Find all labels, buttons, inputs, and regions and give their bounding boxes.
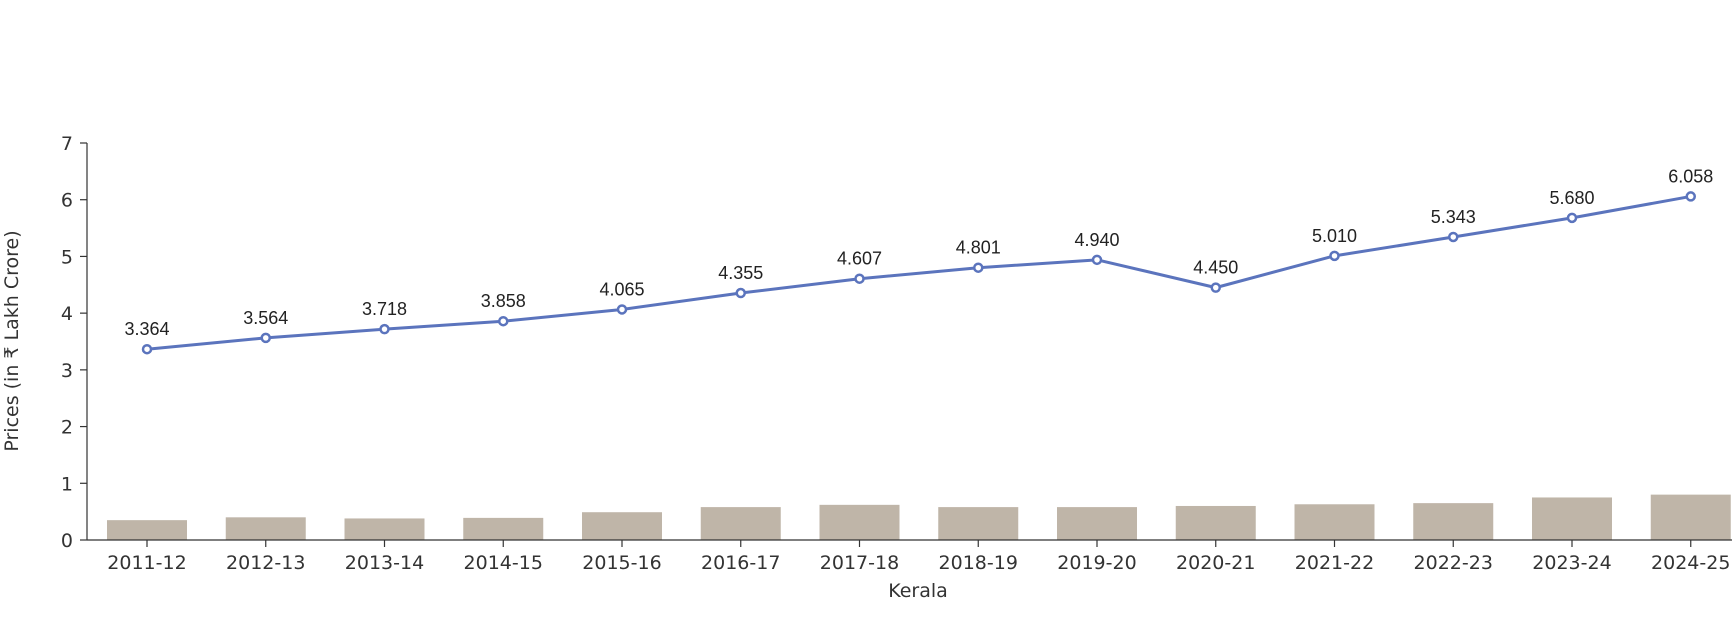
bar-2017-18 (819, 504, 900, 540)
y-tick-label: 6 (61, 190, 73, 212)
y-axis-title: Prices (in ₹ Lakh Crore) (1, 230, 23, 451)
bars-layer (107, 494, 1731, 540)
data-label-2013-14: 3.718 (362, 299, 407, 319)
bar-2019-20 (1057, 507, 1137, 540)
point-2022-23 (1448, 231, 1459, 243)
bar-2012-13 (225, 517, 306, 540)
bar-2013-14 (344, 518, 425, 540)
data-label-2017-18: 4.607 (837, 249, 882, 269)
bar-2011-12 (107, 520, 187, 540)
point-2020-21 (1210, 282, 1221, 293)
points-layer (141, 191, 1696, 355)
data-label-2016-17: 4.355 (718, 263, 763, 283)
x-tick-label: 2022-23 (1414, 552, 1493, 574)
data-label-2024-25: 6.058 (1668, 166, 1713, 186)
bar-2016-17 (700, 507, 781, 540)
line-layer (146, 194, 1692, 351)
point-2014-15 (498, 315, 509, 327)
point-2012-13 (260, 332, 271, 344)
y-tick-label: 2 (61, 417, 73, 439)
bar-2022-23 (1413, 503, 1494, 540)
x-tick-label: 2018-19 (939, 552, 1018, 574)
x-tick-label: 2021-22 (1295, 552, 1374, 574)
data-label-2019-20: 4.940 (1074, 230, 1119, 250)
data-label-2015-16: 4.065 (599, 279, 644, 299)
data-label-2023-24: 5.680 (1549, 188, 1594, 208)
point-2015-16 (616, 304, 628, 315)
bar-2024-25 (1650, 494, 1731, 540)
x-tick-label: 2017-18 (820, 552, 899, 574)
bar-2023-24 (1532, 497, 1612, 540)
y-tick-label: 7 (61, 133, 73, 155)
data-labels-layer: 3.364 3.564 3.718 3.858 4.065 4.355 4.607 4.801… (124, 166, 1713, 339)
x-tick-label: 2015-16 (582, 552, 661, 574)
x-tick-label: 2014-15 (464, 552, 543, 574)
data-label-2018-19: 4.801 (956, 238, 1001, 258)
point-2024-25 (1685, 191, 1696, 202)
data-label-2011-12: 3.364 (124, 319, 169, 339)
x-tick-label: 2016-17 (701, 552, 780, 574)
point-2013-14 (379, 323, 390, 335)
y-ticks: 0 1 2 3 4 5 6 7 (61, 133, 87, 552)
y-tick-label: 3 (61, 360, 73, 382)
x-tick-label: 2011-12 (107, 552, 186, 574)
bar-2014-15 (463, 517, 544, 540)
x-tick-label: 2024-25 (1651, 552, 1730, 574)
y-tick-label: 4 (61, 303, 73, 325)
series-line (146, 194, 1692, 351)
point-2018-19 (973, 262, 984, 273)
axes-layer (86, 143, 1732, 541)
x-tick-label: 2013-14 (345, 552, 424, 574)
bar-2018-19 (938, 507, 1019, 540)
x-tick-label: 2020-21 (1176, 552, 1255, 574)
point-2021-22 (1329, 250, 1340, 262)
point-2011-12 (141, 343, 153, 355)
x-ticks: 2011-12 2012-13 2013-14 2014-15 2015-16 2016-… (107, 540, 1730, 574)
x-tick-label: 2012-13 (226, 552, 305, 574)
bar-2015-16 (582, 512, 662, 540)
data-label-2021-22: 5.010 (1312, 226, 1357, 246)
data-label-2022-23: 5.343 (1431, 207, 1476, 227)
point-2019-20 (1091, 254, 1103, 266)
point-2017-18 (854, 273, 865, 284)
x-axis-title: Kerala (888, 580, 948, 602)
bar-2020-21 (1175, 505, 1256, 540)
data-label-2020-21: 4.450 (1193, 258, 1238, 278)
data-label-2012-13: 3.564 (243, 308, 288, 328)
x-tick-label: 2019-20 (1057, 552, 1136, 574)
x-tick-label: 2023-24 (1532, 552, 1611, 574)
y-tick-label: 0 (61, 530, 73, 552)
bar-2021-22 (1294, 504, 1375, 540)
point-2023-24 (1566, 212, 1578, 224)
y-tick-label: 1 (61, 473, 73, 495)
point-2016-17 (735, 287, 746, 299)
y-tick-label: 5 (61, 246, 73, 268)
data-label-2014-15: 3.858 (481, 291, 526, 311)
